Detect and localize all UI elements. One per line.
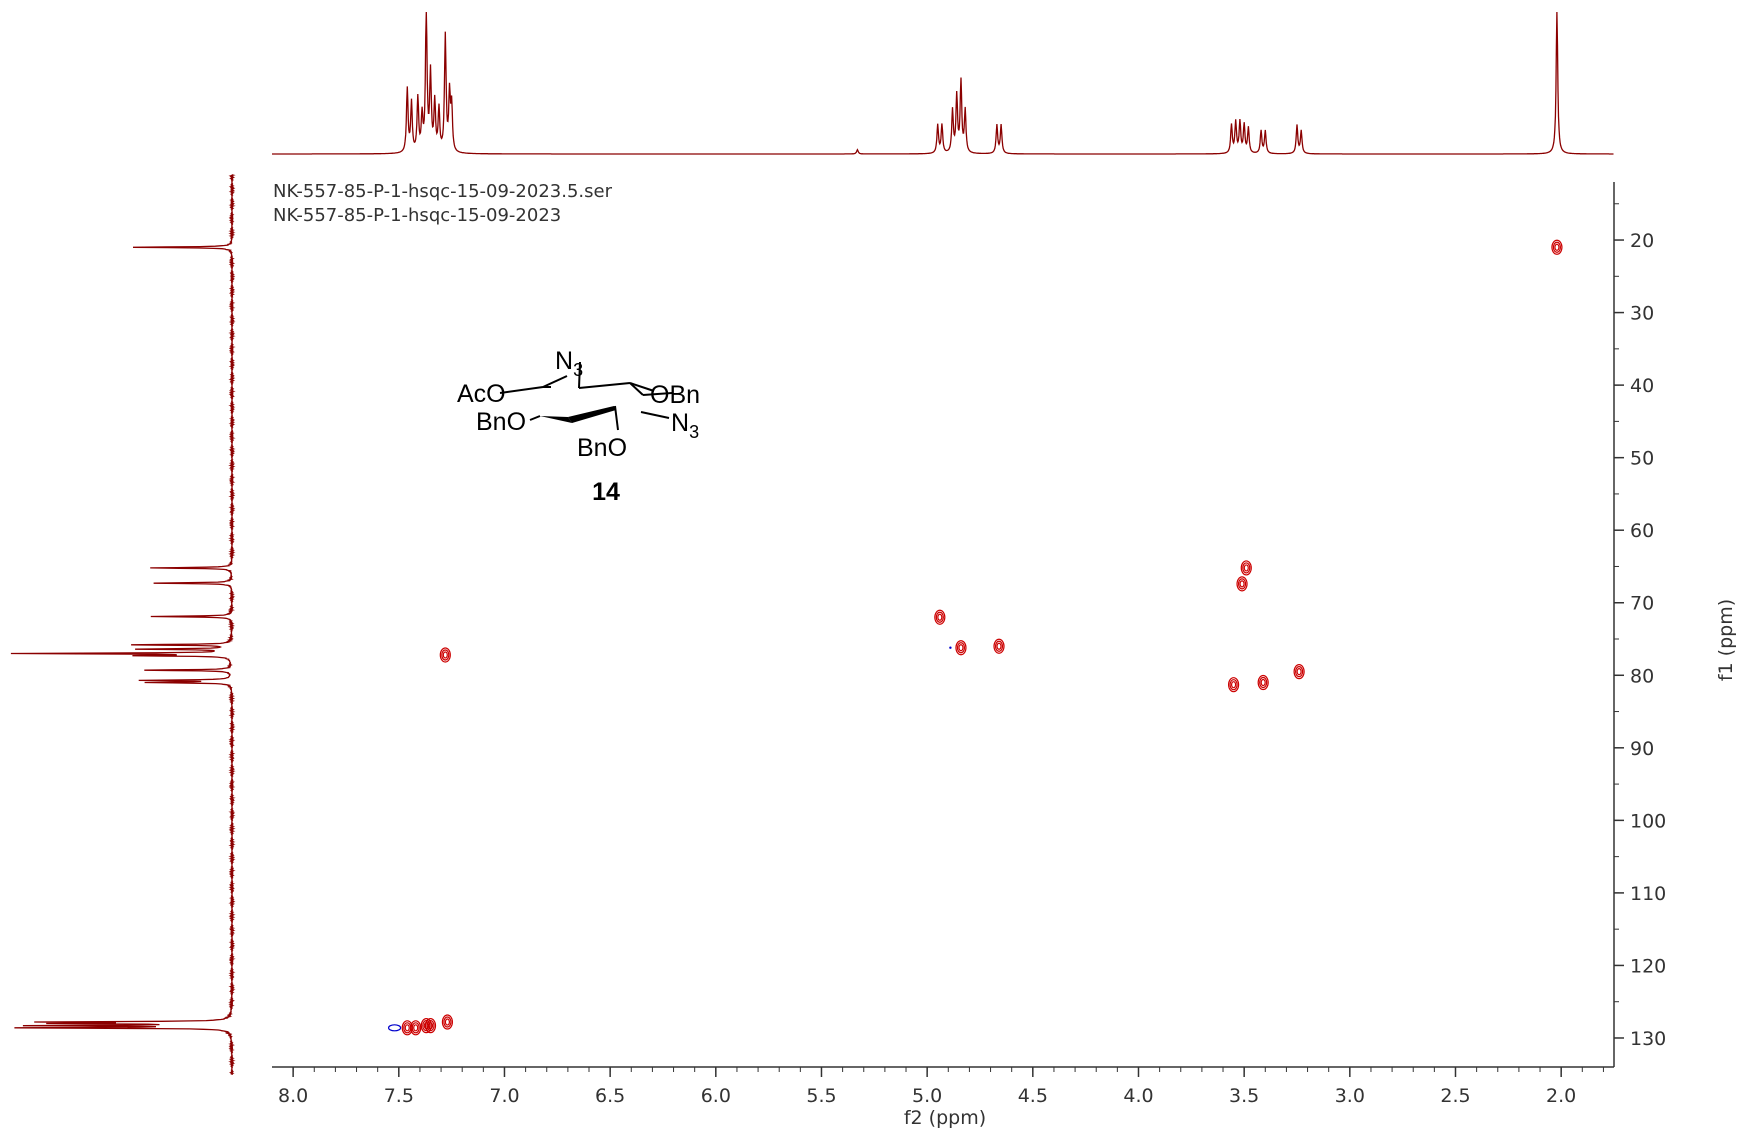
- cross-peak: [1240, 560, 1252, 576]
- y-tick-label: 70: [1630, 593, 1654, 615]
- c13-projection: [10, 174, 236, 1075]
- n3-right-label: N3: [671, 409, 699, 442]
- negative-contour: [387, 1024, 402, 1032]
- y-tick-label: 20: [1630, 230, 1654, 252]
- y-axis-ticks: 20 30 40 50 60 70 80 90 100 110 120 130: [1614, 203, 1666, 1050]
- cross-peak: [934, 609, 946, 625]
- x-tick-label: 6.0: [701, 1085, 731, 1107]
- y-tick-label: 110: [1630, 883, 1666, 905]
- x-tick-label: 4.0: [1123, 1085, 1153, 1107]
- compound-number: 14: [592, 478, 620, 506]
- x-tick-label: 5.5: [806, 1085, 836, 1107]
- y-tick-label: 60: [1630, 520, 1654, 542]
- file-line-1: NK-557-85-P-1-hsqc-15-09-2023.5.ser: [273, 181, 612, 202]
- y-tick-label: 50: [1630, 448, 1654, 470]
- h1-projection-trace: [272, 11, 1614, 155]
- bno-left-label: BnO: [476, 408, 526, 436]
- y-axis-label: f1 (ppm): [1715, 599, 1737, 681]
- y-tick-label: 40: [1630, 375, 1654, 397]
- aco-label: AcO: [457, 380, 506, 408]
- cross-peak: [441, 1014, 454, 1030]
- x-tick-label: 4.5: [1018, 1085, 1048, 1107]
- y-tick-label: 120: [1630, 955, 1666, 977]
- obn-label: OBn: [650, 381, 700, 409]
- y-tick-label: 100: [1630, 810, 1666, 832]
- cross-peak: [1293, 664, 1305, 680]
- chemical-structure: AcO N3 OBn BnO N3 BnO 14: [457, 347, 700, 506]
- cross-peak: [410, 1020, 422, 1036]
- x-tick-label: 2.5: [1440, 1085, 1470, 1107]
- cross-peak: [424, 1018, 437, 1034]
- x-tick-label: 7.5: [384, 1085, 414, 1107]
- file-legend: NK-557-85-P-1-hsqc-15-09-2023.5.ser NK-5…: [273, 180, 612, 228]
- bno-bottom-label: BnO: [577, 434, 627, 462]
- y-tick-label: 80: [1630, 665, 1654, 687]
- n3-top-label: N3: [555, 347, 583, 380]
- y-tick-label: 30: [1630, 303, 1654, 325]
- x-tick-label: 3.0: [1335, 1085, 1365, 1107]
- h1-projection: [272, 11, 1614, 155]
- x-tick-label: 2.0: [1546, 1085, 1576, 1107]
- cross-peak: [1551, 239, 1563, 255]
- x-tick-label: 8.0: [278, 1085, 308, 1107]
- cross-peak: [1236, 576, 1248, 592]
- file-line-2: NK-557-85-P-1-hsqc-15-09-2023: [273, 205, 562, 226]
- cross-peak: [1227, 677, 1240, 693]
- x-tick-label: 3.5: [1229, 1085, 1259, 1107]
- x-axis-label: f2 (ppm): [904, 1107, 986, 1129]
- x-axis-ticks: 8.0 7.5 7.0 6.5 6.0 5.5 5.0 4.5 4.0 3.5 3.0 2.5 2.0: [278, 1067, 1604, 1107]
- x-tick-label: 6.5: [595, 1085, 625, 1107]
- negative-contour-dot: [949, 646, 952, 649]
- y-tick-label: 90: [1630, 738, 1654, 760]
- c13-projection-trace: [10, 174, 236, 1075]
- cross-peak: [1257, 674, 1269, 691]
- x-tick-label: 5.0: [912, 1085, 942, 1107]
- cross-peak: [993, 638, 1005, 654]
- cross-peak: [439, 647, 451, 663]
- y-tick-label: 130: [1630, 1028, 1666, 1050]
- cross-peaks: [387, 239, 1563, 1036]
- cross-peak: [955, 640, 967, 656]
- x-tick-label: 7.0: [489, 1085, 519, 1107]
